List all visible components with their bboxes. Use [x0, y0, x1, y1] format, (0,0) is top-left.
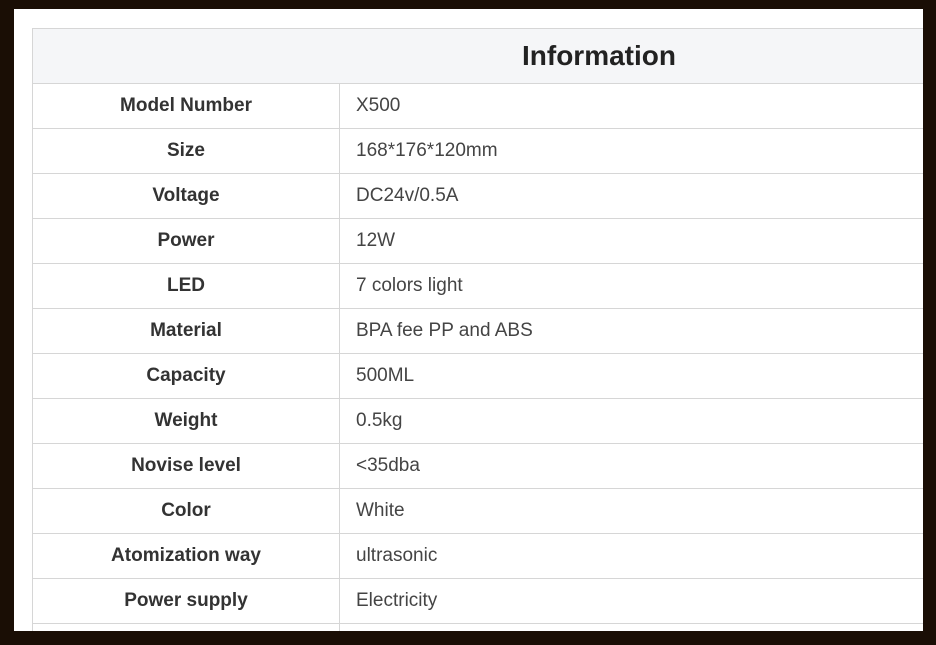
spec-label: Power: [32, 218, 340, 264]
spec-value: <35dba: [339, 443, 923, 489]
spec-label: Size: [32, 128, 340, 174]
spec-label: Novise level: [32, 443, 340, 489]
table-title: Information: [32, 28, 923, 84]
table-row: Material BPA fee PP and ABS: [32, 308, 923, 354]
spec-label: LED: [32, 263, 340, 309]
spec-label: Weight: [32, 398, 340, 444]
table-row: Voltage DC24v/0.5A: [32, 173, 923, 219]
spec-label: Power supply: [32, 578, 340, 624]
spec-value: DC24v/0.5A: [339, 173, 923, 219]
table-row: Power supply Electricity: [32, 578, 923, 624]
spec-label: Material: [32, 308, 340, 354]
table-row: Power 12W: [32, 218, 923, 264]
spec-label: Model Number: [32, 83, 340, 129]
table-row: Color White: [32, 488, 923, 534]
spec-value: 0.5kg: [339, 398, 923, 444]
spec-value: 12W: [339, 218, 923, 264]
table-row: Model Number X500: [32, 83, 923, 129]
table-row: Capacity 500ML: [32, 353, 923, 399]
table-row: Size 168*176*120mm: [32, 128, 923, 174]
spec-value: Electricity: [339, 578, 923, 624]
table-row: LED 7 colors light: [32, 263, 923, 309]
table-row: Weight 0.5kg: [32, 398, 923, 444]
table-row: Novise level <35dba: [32, 443, 923, 489]
spec-value: 168*176*120mm: [339, 128, 923, 174]
spec-label: Atomization way: [32, 533, 340, 579]
table-row: Atomization way ultrasonic: [32, 533, 923, 579]
spec-value: 500ML: [339, 353, 923, 399]
table-tail-row: [32, 623, 923, 631]
table-header-row: Information: [32, 28, 923, 84]
spec-label: Voltage: [32, 173, 340, 219]
spec-value: BPA fee PP and ABS: [339, 308, 923, 354]
spec-table: Information Model Number X500 Size 168*176*…: [32, 28, 923, 631]
spec-value: X500: [339, 83, 923, 129]
spec-value: ultrasonic: [339, 533, 923, 579]
spec-label: Color: [32, 488, 340, 534]
spec-value: 7 colors light: [339, 263, 923, 309]
page: Information Model Number X500 Size 168*176*…: [14, 9, 923, 631]
spec-value: White: [339, 488, 923, 534]
spec-label: Capacity: [32, 353, 340, 399]
